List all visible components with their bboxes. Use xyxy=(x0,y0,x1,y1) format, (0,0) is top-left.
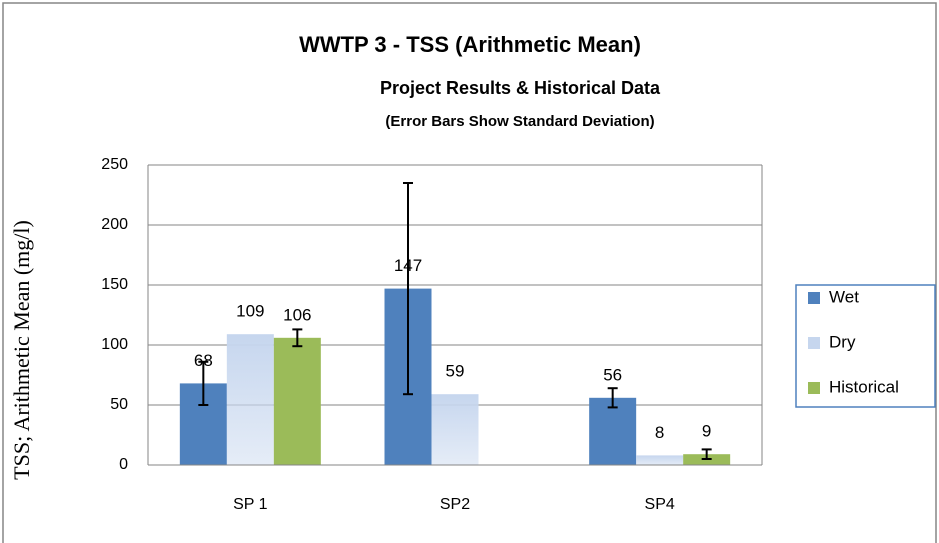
legend-label: Wet xyxy=(829,287,859,306)
legend-swatch xyxy=(808,292,820,304)
y-tick-label: 250 xyxy=(101,156,128,173)
y-tick-label: 100 xyxy=(101,336,128,353)
y-tick-label: 50 xyxy=(110,396,128,413)
data-label: 106 xyxy=(283,305,311,324)
data-label: 59 xyxy=(446,362,465,381)
bar xyxy=(636,455,684,465)
y-axis-label: TSS; Arithmetic Mean (mg/l) xyxy=(9,220,34,480)
legend-label: Historical xyxy=(829,377,899,396)
data-label: 68 xyxy=(194,351,213,370)
x-tick-label: SP 1 xyxy=(233,496,268,513)
data-label: 8 xyxy=(655,423,664,442)
y-tick-label: 150 xyxy=(101,276,128,293)
chart-subtitle: Project Results & Historical Data xyxy=(380,78,661,98)
bar xyxy=(226,334,274,465)
chart-note: (Error Bars Show Standard Deviation) xyxy=(385,113,654,130)
x-tick-label: SP4 xyxy=(645,496,675,513)
data-label: 109 xyxy=(236,302,264,321)
y-tick-label: 0 xyxy=(119,456,128,473)
bar xyxy=(589,397,637,465)
bar xyxy=(431,394,479,465)
chart-title: WWTP 3 - TSS (Arithmetic Mean) xyxy=(299,32,641,57)
legend-label: Dry xyxy=(829,332,856,351)
x-tick-label: SP2 xyxy=(440,496,470,513)
data-label: 56 xyxy=(603,365,622,384)
bar xyxy=(273,337,321,465)
data-label: 9 xyxy=(702,422,711,441)
legend-swatch xyxy=(808,382,820,394)
y-tick-label: 200 xyxy=(101,216,128,233)
legend-swatch xyxy=(808,337,820,349)
